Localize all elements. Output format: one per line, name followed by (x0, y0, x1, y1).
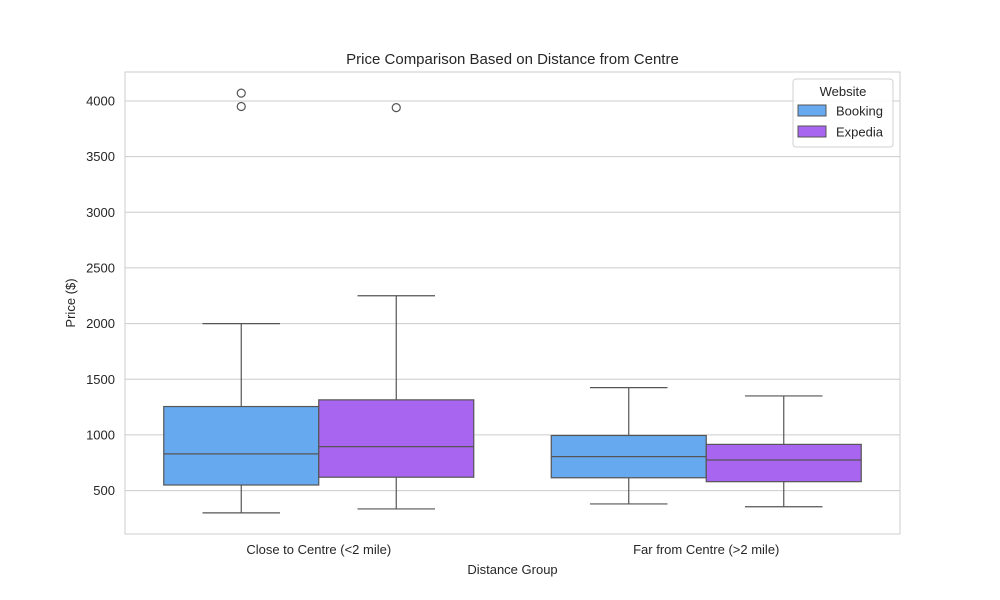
x-tick-label: Far from Centre (>2 mile) (633, 542, 779, 557)
x-tick-label: Close to Centre (<2 mile) (246, 542, 391, 557)
iqr-box (163, 405, 320, 486)
y-tick-labels: 500 1000 1500 2000 2500 3000 3500 4000 (86, 93, 115, 498)
box-expedia-0 (318, 103, 475, 510)
box-expedia-1 (705, 395, 862, 508)
y-tick-label: 4000 (86, 93, 115, 108)
y-tick-label: 3500 (86, 149, 115, 164)
box-booking-1 (550, 387, 707, 505)
y-tick-label: 500 (93, 483, 115, 498)
iqr-box (318, 399, 475, 478)
outlier-point (236, 101, 246, 112)
outlier-point (391, 103, 401, 113)
legend-title: Website (820, 84, 867, 99)
y-tick-label: 1000 (86, 427, 115, 442)
y-tick-label: 2000 (86, 316, 115, 331)
y-tick-label: 1500 (86, 372, 115, 387)
plot-boxes (163, 88, 862, 514)
legend-label-booking: Booking (836, 104, 883, 119)
y-tick-label: 2500 (86, 260, 115, 275)
x-axis-label: Distance Group (467, 562, 557, 577)
box-booking-0 (163, 88, 320, 514)
legend-swatch-booking (797, 104, 827, 117)
legend: Website Booking Expedia (792, 78, 894, 148)
x-tick-labels: Close to Centre (<2 mile) Far from Centre… (246, 542, 779, 557)
y-axis-label: Price ($) (63, 278, 78, 327)
legend-label-expedia: Expedia (836, 125, 884, 140)
outlier-point (236, 88, 246, 98)
plot-frame (124, 71, 901, 535)
chart-title: Price Comparison Based on Distance from … (346, 51, 679, 68)
legend-swatch-expedia (797, 125, 827, 138)
y-tick-label: 3000 (86, 205, 115, 220)
iqr-box (705, 443, 862, 483)
